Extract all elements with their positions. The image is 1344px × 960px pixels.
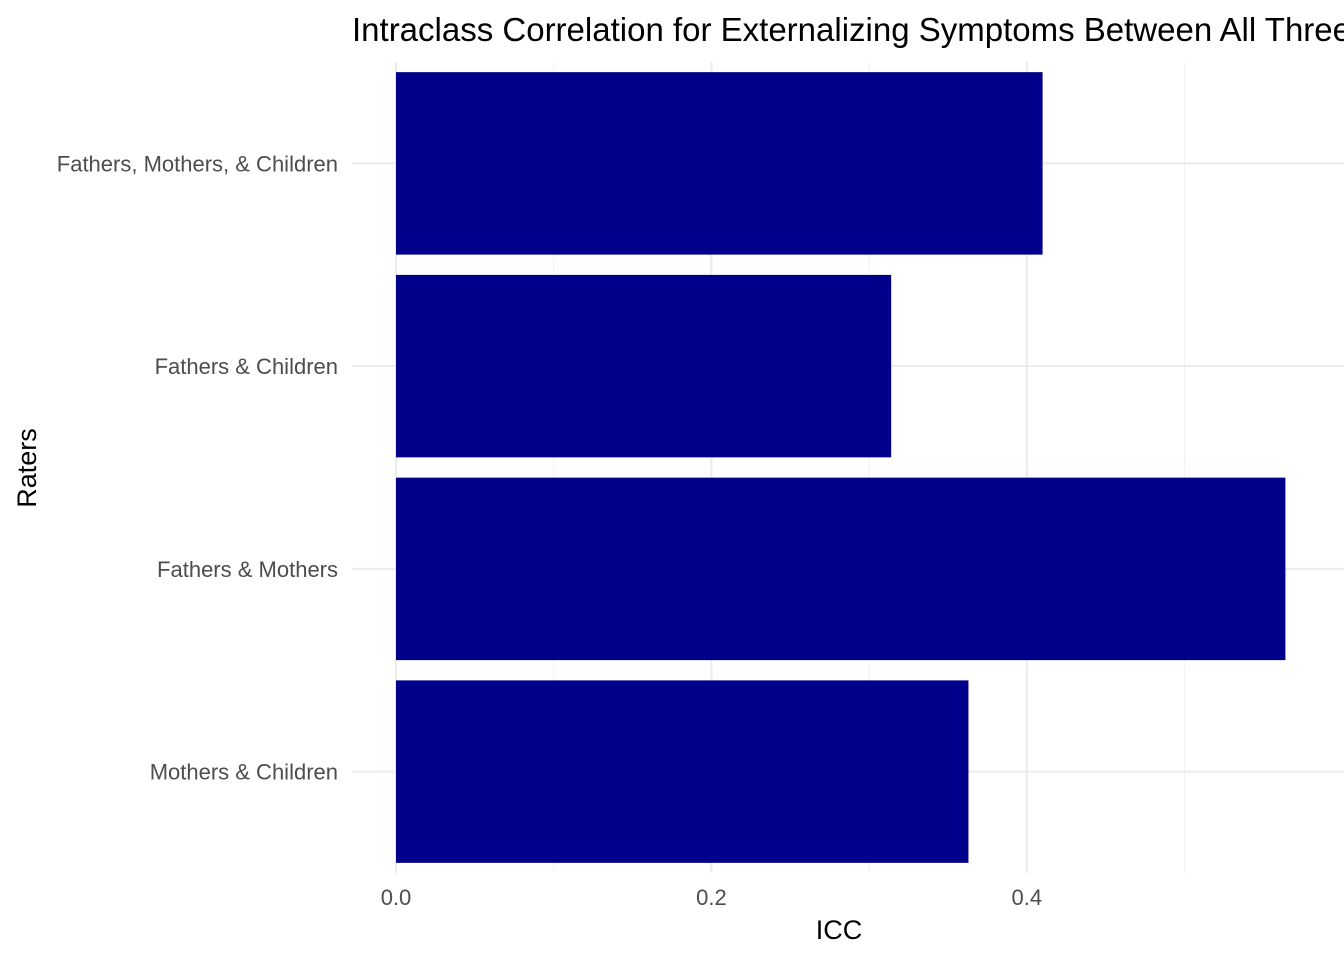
bar [396,72,1043,255]
bar [396,477,1286,661]
x-tick-label: 0.4 [1012,885,1043,910]
x-tick-label: 0.0 [381,885,412,910]
y-tick-label: Fathers, Mothers, & Children [57,151,338,176]
x-axis-title: ICC [816,915,863,945]
bars [396,72,1286,863]
y-tick-label: Fathers & Mothers [157,557,338,582]
x-axis-tick-labels: 0.0 0.2 0.4 [381,885,1042,910]
x-tick-label: 0.2 [696,885,727,910]
y-tick-label: Mothers & Children [150,760,338,785]
y-axis-tick-labels: Fathers, Mothers, & Children Fathers & Ch… [57,151,338,784]
y-tick-label: Fathers & Children [155,354,338,379]
bar [396,680,969,863]
chart-title: Intraclass Correlation for Externalizing… [352,11,1344,48]
bar [396,274,892,458]
y-axis-title: Raters [12,428,42,508]
